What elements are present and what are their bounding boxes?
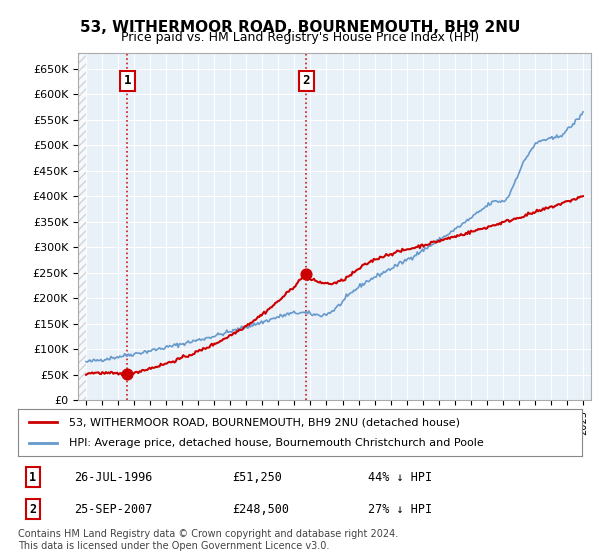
Text: 2: 2 <box>302 74 310 87</box>
Text: 44% ↓ HPI: 44% ↓ HPI <box>368 471 432 484</box>
Bar <box>78 53 86 400</box>
Text: 27% ↓ HPI: 27% ↓ HPI <box>368 503 432 516</box>
Text: 1: 1 <box>124 74 131 87</box>
Text: 1: 1 <box>29 471 37 484</box>
Text: £51,250: £51,250 <box>232 471 282 484</box>
Text: 2: 2 <box>29 503 37 516</box>
Text: Price paid vs. HM Land Registry's House Price Index (HPI): Price paid vs. HM Land Registry's House … <box>121 31 479 44</box>
Point <box>122 370 132 379</box>
Text: HPI: Average price, detached house, Bournemouth Christchurch and Poole: HPI: Average price, detached house, Bour… <box>69 438 484 448</box>
Point <box>301 269 311 278</box>
Text: 53, WITHERMOOR ROAD, BOURNEMOUTH, BH9 2NU: 53, WITHERMOOR ROAD, BOURNEMOUTH, BH9 2N… <box>80 20 520 35</box>
Text: Contains HM Land Registry data © Crown copyright and database right 2024.
This d: Contains HM Land Registry data © Crown c… <box>18 529 398 551</box>
Text: 25-SEP-2007: 25-SEP-2007 <box>74 503 153 516</box>
Text: £248,500: £248,500 <box>232 503 289 516</box>
Text: 53, WITHERMOOR ROAD, BOURNEMOUTH, BH9 2NU (detached house): 53, WITHERMOOR ROAD, BOURNEMOUTH, BH9 2N… <box>69 417 460 427</box>
Text: 26-JUL-1996: 26-JUL-1996 <box>74 471 153 484</box>
